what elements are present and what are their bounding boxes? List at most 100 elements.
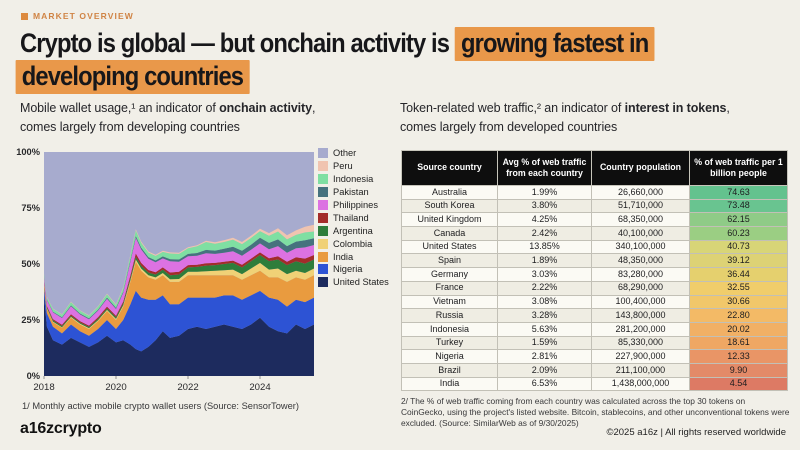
legend-item-nigeria: Nigeria bbox=[318, 263, 389, 276]
legend-item-argentina: Argentina bbox=[318, 224, 389, 237]
table-row: France 2.22% 68,290,000 32.55 bbox=[401, 280, 788, 296]
legend-item-india: India bbox=[318, 250, 389, 263]
left-subtitle-line2: comes largely from developing countries bbox=[20, 119, 240, 134]
table-row: United Kingdom 4.25% 68,350,000 62.15 bbox=[401, 212, 788, 228]
cell-traffic: 3.28% bbox=[497, 308, 592, 323]
legend-swatch bbox=[318, 200, 328, 210]
legend-label: Nigeria bbox=[333, 264, 363, 275]
legend-label: India bbox=[333, 251, 354, 262]
eyebrow-square-icon bbox=[21, 12, 28, 20]
cell-per-billion: 22.80 bbox=[689, 308, 788, 323]
cell-country: Indonesia bbox=[401, 321, 498, 337]
right-subtitle-line2: comes largely from developed countries bbox=[400, 119, 618, 134]
table-row: United States 13.85% 340,100,000 40.73 bbox=[401, 239, 788, 255]
y-axis-tick-label: 50% bbox=[21, 259, 40, 269]
cell-per-billion: 62.15 bbox=[689, 212, 788, 228]
cell-population: 340,100,000 bbox=[591, 239, 690, 255]
legend-swatch bbox=[318, 264, 328, 275]
cell-traffic: 2.81% bbox=[497, 349, 592, 364]
cell-population: 68,290,000 bbox=[591, 280, 690, 296]
legend-swatch bbox=[318, 187, 328, 198]
left-subtitle: Mobile wallet usage,¹ an indicator of on… bbox=[20, 99, 385, 137]
area-united-states bbox=[44, 295, 314, 376]
y-axis-tick-label: 100% bbox=[16, 147, 41, 157]
area-nigeria bbox=[44, 288, 314, 352]
copyright-text: ©2025 a16z | All rights reserved worldwi… bbox=[606, 427, 786, 438]
cell-country: Brazil bbox=[401, 362, 498, 378]
right-subtitle-bold: interest in tokens bbox=[624, 101, 727, 115]
cell-population: 1,438,000,000 bbox=[591, 376, 690, 392]
cell-country: Germany bbox=[401, 267, 498, 282]
legend-item-pakistan: Pakistan bbox=[318, 186, 389, 199]
y-axis-tick-label: 75% bbox=[21, 203, 40, 213]
cell-population: 48,350,000 bbox=[591, 253, 690, 269]
table-row: Russia 3.28% 143,800,000 22.80 bbox=[401, 308, 788, 323]
table-row: Canada 2.42% 40,100,000 60.23 bbox=[401, 226, 788, 241]
cell-population: 211,100,000 bbox=[591, 362, 690, 378]
table-row: South Korea 3.80% 51,710,000 73.48 bbox=[401, 198, 788, 214]
legend-item-peru: Peru bbox=[318, 160, 389, 173]
cell-traffic: 2.22% bbox=[497, 280, 592, 296]
cell-traffic: 3.08% bbox=[497, 294, 592, 310]
legend-swatch bbox=[318, 251, 328, 262]
cell-per-billion: 30.66 bbox=[689, 294, 788, 310]
cell-population: 40,100,000 bbox=[591, 226, 690, 241]
cell-per-billion: 36.44 bbox=[689, 267, 788, 282]
cell-traffic: 3.03% bbox=[497, 267, 592, 282]
legend-label: Colombia bbox=[333, 238, 373, 249]
wallet-usage-stacked-area-chart: 100% 75% 50% 25% 0%2018 2020 2022 2024 bbox=[16, 147, 314, 393]
x-axis-tick-label: 2024 bbox=[249, 382, 271, 393]
legend-swatch bbox=[318, 161, 328, 172]
legend-swatch bbox=[318, 212, 328, 223]
legend-swatch bbox=[318, 277, 328, 288]
left-subtitle-bold: onchain activity bbox=[219, 101, 312, 115]
title-highlight-1: growing fastest in bbox=[454, 27, 655, 61]
area-colombia bbox=[44, 259, 314, 329]
col-header-population: Country population bbox=[591, 150, 690, 186]
legend-label: Argentina bbox=[333, 225, 373, 236]
legend-item-colombia: Colombia bbox=[318, 237, 389, 250]
x-axis-tick-label: 2020 bbox=[105, 382, 126, 393]
chart-legend: Other Peru Indonesia Pakistan Philippines Tha… bbox=[318, 147, 389, 289]
legend-swatch bbox=[318, 225, 328, 236]
cell-population: 85,330,000 bbox=[591, 335, 690, 351]
table-row: Brazil 2.09% 211,100,000 9.90 bbox=[401, 362, 788, 378]
cell-population: 51,710,000 bbox=[591, 198, 690, 214]
cell-country: India bbox=[401, 376, 498, 392]
eyebrow: MARKET OVERVIEW bbox=[21, 11, 134, 21]
cell-per-billion: 74.63 bbox=[689, 185, 788, 200]
left-subtitle-tail: , bbox=[311, 101, 316, 115]
cell-country: United States bbox=[401, 239, 498, 255]
cell-per-billion: 60.23 bbox=[689, 226, 788, 241]
y-axis-tick-label: 0% bbox=[27, 371, 41, 381]
cell-population: 143,800,000 bbox=[591, 308, 690, 323]
legend-label: Pakistan bbox=[333, 187, 369, 198]
cell-traffic: 5.63% bbox=[497, 321, 592, 337]
traffic-table: Source country Avg % of web traffic from… bbox=[401, 150, 788, 392]
legend-label: Thailand bbox=[333, 212, 369, 223]
legend-item-other: Other bbox=[318, 147, 389, 160]
cell-population: 100,400,000 bbox=[591, 294, 690, 310]
table-row: Vietnam 3.08% 100,400,000 30.66 bbox=[401, 294, 788, 310]
cell-country: Canada bbox=[401, 226, 498, 241]
col-header-source-country: Source country bbox=[401, 150, 498, 186]
col-header-avg-traffic: Avg % of web traffic from each country bbox=[497, 150, 592, 186]
legend-item-philippines: Philippines bbox=[318, 199, 389, 212]
cell-population: 26,660,000 bbox=[591, 185, 690, 200]
legend-label: Peru bbox=[333, 161, 353, 172]
cell-country: Australia bbox=[401, 185, 498, 200]
table-row: Australia 1.99% 26,660,000 74.63 bbox=[401, 185, 788, 200]
cell-traffic: 2.09% bbox=[497, 362, 592, 378]
cell-per-billion: 39.12 bbox=[689, 253, 788, 269]
right-subtitle-tail: , bbox=[726, 101, 730, 115]
cell-country: Russia bbox=[401, 308, 498, 323]
a16zcrypto-logo: a16zcrypto bbox=[20, 420, 102, 437]
cell-population: 281,200,000 bbox=[591, 321, 690, 337]
title-highlight-2: developing countries bbox=[15, 59, 250, 94]
cell-traffic: 6.53% bbox=[497, 376, 592, 392]
traffic-table-wrap: Source country Avg % of web traffic from… bbox=[401, 150, 788, 392]
cell-traffic: 1.99% bbox=[497, 185, 592, 200]
cell-traffic: 2.42% bbox=[497, 226, 592, 241]
legend-item-indonesia: Indonesia bbox=[318, 173, 389, 186]
